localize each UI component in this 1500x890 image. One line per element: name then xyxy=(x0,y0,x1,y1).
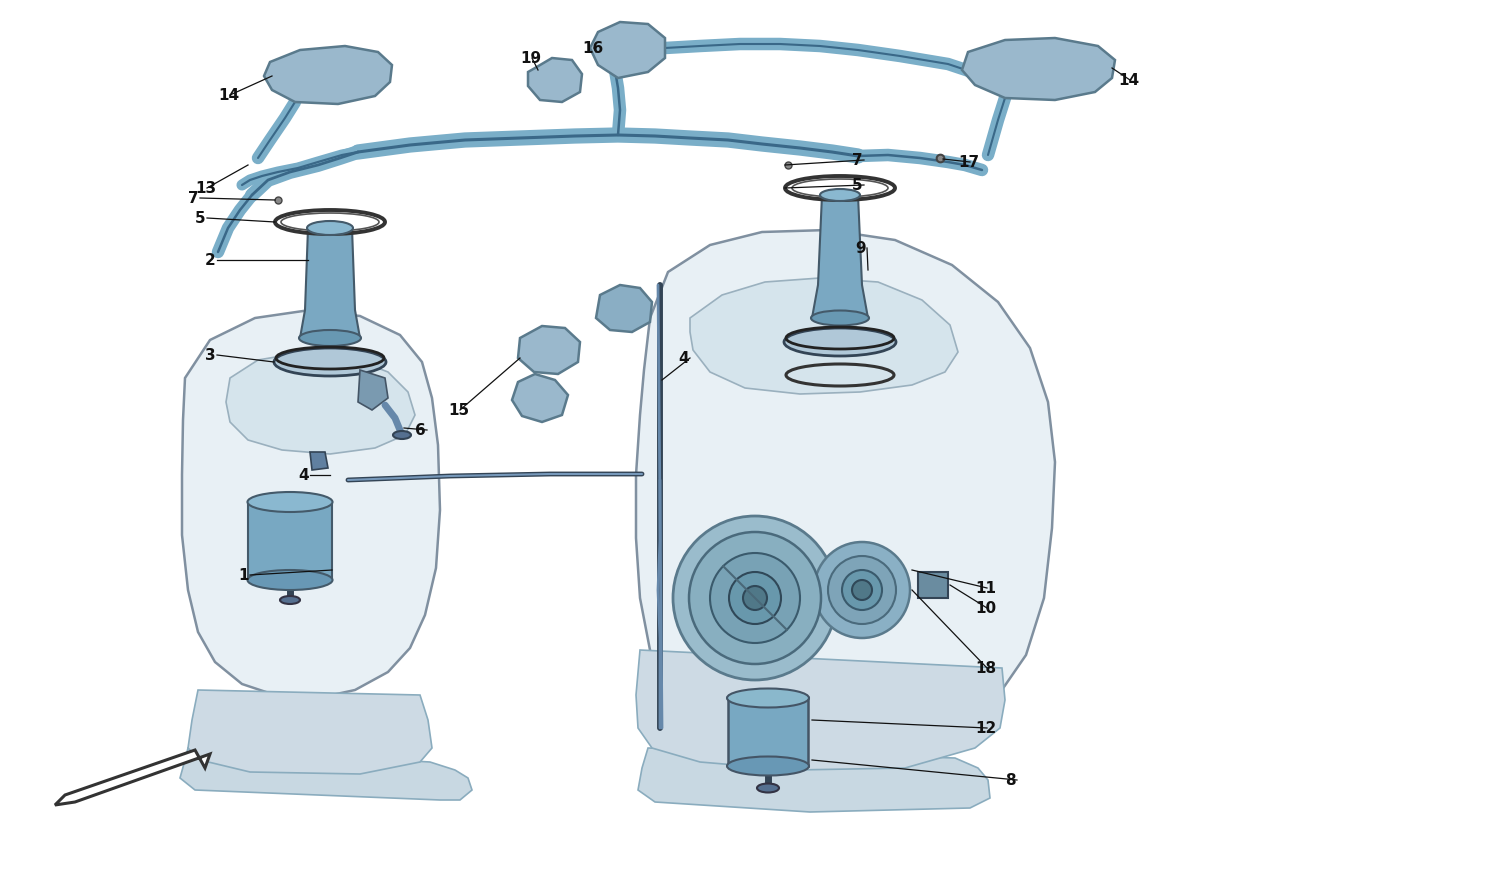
Text: 16: 16 xyxy=(582,41,603,55)
Text: 4: 4 xyxy=(678,351,688,366)
Polygon shape xyxy=(812,195,868,318)
Polygon shape xyxy=(728,698,809,766)
Ellipse shape xyxy=(248,492,333,512)
Text: 15: 15 xyxy=(448,402,470,417)
Ellipse shape xyxy=(298,330,362,346)
Ellipse shape xyxy=(728,689,809,708)
Polygon shape xyxy=(182,310,440,698)
Ellipse shape xyxy=(393,431,411,439)
Polygon shape xyxy=(638,748,990,812)
Ellipse shape xyxy=(821,189,860,201)
Polygon shape xyxy=(636,650,1005,770)
Polygon shape xyxy=(310,452,328,470)
Text: 5: 5 xyxy=(195,211,206,225)
Text: 7: 7 xyxy=(852,152,862,167)
Polygon shape xyxy=(56,750,210,805)
Text: 12: 12 xyxy=(975,721,996,735)
Text: 4: 4 xyxy=(298,467,309,482)
Circle shape xyxy=(828,556,896,624)
Text: 6: 6 xyxy=(416,423,426,438)
Polygon shape xyxy=(918,572,948,598)
Circle shape xyxy=(742,586,766,610)
Polygon shape xyxy=(226,352,416,454)
Ellipse shape xyxy=(274,348,386,376)
Text: 7: 7 xyxy=(188,190,198,206)
Polygon shape xyxy=(690,278,958,394)
Circle shape xyxy=(815,542,910,638)
Ellipse shape xyxy=(280,596,300,604)
Text: 3: 3 xyxy=(206,347,216,362)
Ellipse shape xyxy=(758,783,778,792)
Text: 9: 9 xyxy=(855,240,865,255)
Polygon shape xyxy=(300,228,360,338)
Polygon shape xyxy=(188,690,432,774)
Polygon shape xyxy=(590,22,664,78)
Circle shape xyxy=(710,553,800,643)
Polygon shape xyxy=(248,502,332,580)
Text: 17: 17 xyxy=(958,155,980,169)
Polygon shape xyxy=(962,38,1114,100)
Circle shape xyxy=(842,570,882,610)
Polygon shape xyxy=(596,285,652,332)
Polygon shape xyxy=(518,326,580,374)
Ellipse shape xyxy=(728,756,809,775)
Text: 14: 14 xyxy=(217,87,238,102)
Ellipse shape xyxy=(812,311,868,326)
Polygon shape xyxy=(180,748,472,800)
Text: 19: 19 xyxy=(520,51,542,66)
Text: 2: 2 xyxy=(206,253,216,268)
Circle shape xyxy=(674,516,837,680)
Text: 10: 10 xyxy=(975,601,996,616)
Text: 1: 1 xyxy=(238,568,249,582)
Circle shape xyxy=(852,580,871,600)
Ellipse shape xyxy=(308,221,352,235)
Text: 5: 5 xyxy=(852,177,862,192)
Polygon shape xyxy=(528,58,582,102)
Circle shape xyxy=(729,572,782,624)
Polygon shape xyxy=(264,46,392,104)
Text: 11: 11 xyxy=(975,580,996,595)
Polygon shape xyxy=(636,230,1054,756)
Polygon shape xyxy=(358,370,388,410)
Polygon shape xyxy=(512,374,568,422)
Ellipse shape xyxy=(248,570,333,590)
Circle shape xyxy=(688,532,820,664)
Text: 8: 8 xyxy=(1005,773,1016,788)
Ellipse shape xyxy=(784,328,895,356)
Text: 18: 18 xyxy=(975,660,996,676)
Text: 14: 14 xyxy=(1118,72,1138,87)
Text: 13: 13 xyxy=(195,181,216,196)
